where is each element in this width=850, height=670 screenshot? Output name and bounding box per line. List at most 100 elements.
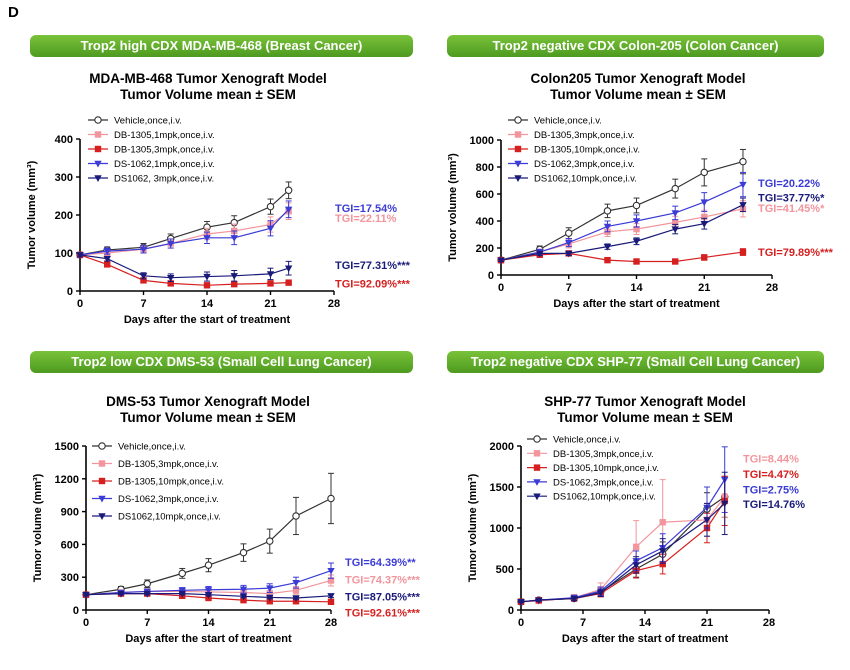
y-tick-label: 100 bbox=[55, 248, 73, 260]
panel-letter: D bbox=[8, 4, 19, 21]
legend-label: DS1062,10mpk,once,i.v. bbox=[118, 512, 221, 523]
legend-label: DB-1305,10mpk,once,i.v. bbox=[534, 145, 640, 156]
x-tick-label: 0 bbox=[77, 298, 83, 310]
data-point bbox=[167, 280, 174, 287]
x-tick-label: 28 bbox=[325, 617, 337, 629]
legend-label: Vehicle,once,i.v. bbox=[534, 116, 602, 127]
series-ds_high bbox=[82, 590, 335, 602]
data-point bbox=[204, 591, 213, 599]
series-line bbox=[520, 502, 726, 603]
series-line bbox=[520, 500, 726, 603]
data-point bbox=[266, 594, 274, 602]
data-point bbox=[266, 202, 275, 211]
series-line bbox=[500, 161, 744, 261]
legend-marker bbox=[98, 513, 106, 520]
data-point bbox=[266, 271, 275, 278]
data-point bbox=[327, 593, 335, 600]
data-point bbox=[76, 252, 84, 259]
series-line bbox=[79, 189, 290, 256]
data-point bbox=[535, 597, 543, 605]
data-point bbox=[284, 186, 293, 195]
data-point bbox=[701, 213, 708, 221]
data-point bbox=[204, 561, 213, 569]
legend-label: DB-1305,10mpk,once,i.v. bbox=[118, 477, 224, 488]
x-tick-label: 7 bbox=[566, 282, 572, 294]
data-point bbox=[204, 587, 213, 594]
data-point bbox=[327, 567, 335, 575]
chart-subtitle: Tumor Volume mean ± SEM bbox=[120, 410, 296, 425]
data-point bbox=[739, 202, 747, 209]
legend-label: Vehicle,once,i.v. bbox=[114, 116, 182, 127]
data-point bbox=[327, 577, 335, 584]
legend-label: DB-1305,10mpk,once,i.v. bbox=[553, 463, 659, 474]
y-tick-label: 200 bbox=[55, 210, 73, 222]
data-point bbox=[603, 223, 612, 231]
data-point bbox=[104, 261, 111, 268]
y-tick-label: 1500 bbox=[55, 441, 79, 453]
x-tick-label: 14 bbox=[201, 298, 214, 310]
x-tick-label: 7 bbox=[144, 617, 150, 629]
data-point bbox=[266, 225, 275, 233]
chart-title: Colon205 Tumor Xenograft Model bbox=[530, 71, 745, 86]
tgi-annotation: TGI=41.45%* bbox=[758, 203, 825, 215]
data-point bbox=[632, 238, 641, 246]
data-point bbox=[739, 157, 747, 166]
y-tick-label: 1500 bbox=[490, 482, 514, 494]
legend-label: DB-1305,1mpk,once,i.v. bbox=[114, 130, 215, 141]
banner-mda-mb-468: Trop2 high CDX MDA-MB-468 (Breast Cancer… bbox=[30, 35, 413, 57]
data-point bbox=[671, 184, 679, 193]
y-tick-label: 1200 bbox=[55, 474, 79, 486]
data-point bbox=[632, 543, 640, 551]
data-point bbox=[739, 248, 747, 256]
data-point bbox=[82, 591, 90, 599]
tgi-annotation: TGI=77.31%*** bbox=[335, 260, 411, 272]
data-point bbox=[203, 273, 211, 281]
chart-subtitle: Tumor Volume mean ± SEM bbox=[120, 87, 296, 102]
data-point bbox=[703, 517, 711, 524]
legend-label: Vehicle,once,i.v. bbox=[553, 435, 621, 446]
y-axis-label: Tumor volume (mm³) bbox=[26, 160, 38, 269]
x-tick-label: 0 bbox=[498, 282, 504, 294]
series-ds_high bbox=[517, 471, 729, 606]
legend-label: DS-1062,3mpk,once,i.v. bbox=[553, 477, 654, 488]
data-point bbox=[672, 219, 679, 226]
tgi-annotation: TGI=17.54% bbox=[335, 203, 397, 215]
data-point bbox=[203, 235, 211, 242]
tgi-annotation: TGI=87.05%*** bbox=[345, 591, 421, 603]
legend-label: DS-1062,3mpk,once,i.v. bbox=[118, 494, 219, 505]
chart-title: MDA-MB-468 Tumor Xenograft Model bbox=[89, 71, 327, 86]
tgi-annotation: TGI=20.22% bbox=[758, 178, 820, 190]
y-tick-label: 200 bbox=[476, 243, 494, 255]
series-line bbox=[500, 184, 744, 261]
data-point bbox=[672, 258, 679, 265]
legend-marker bbox=[533, 435, 541, 443]
data-point bbox=[633, 258, 640, 265]
x-axis-label: Days after the start of treatment bbox=[562, 633, 729, 645]
data-point bbox=[632, 218, 641, 225]
chart-title: SHP-77 Tumor Xenograft Model bbox=[544, 394, 746, 409]
legend-label: DS1062,10mpk,once,i.v. bbox=[534, 174, 637, 185]
data-point bbox=[536, 250, 544, 258]
chart-subtitle: Tumor Volume mean ± SEM bbox=[557, 410, 733, 425]
data-point bbox=[239, 586, 248, 594]
y-axis-label: Tumor volume (mm³) bbox=[467, 473, 479, 582]
chart-subtitle: Tumor Volume mean ± SEM bbox=[550, 87, 726, 102]
data-point bbox=[167, 275, 175, 282]
data-point bbox=[266, 585, 274, 593]
data-point bbox=[239, 593, 248, 601]
x-tick-label: 21 bbox=[701, 617, 713, 629]
data-point bbox=[700, 199, 708, 207]
legend-marker bbox=[98, 442, 106, 450]
x-tick-label: 0 bbox=[518, 617, 524, 629]
y-tick-label: 0 bbox=[67, 286, 73, 298]
data-point bbox=[327, 598, 335, 605]
legend-marker bbox=[94, 131, 102, 138]
y-tick-label: 600 bbox=[476, 189, 494, 201]
tgi-annotation: TGI=74.37%*** bbox=[345, 574, 421, 586]
data-point bbox=[265, 537, 274, 545]
y-tick-label: 0 bbox=[508, 605, 514, 617]
